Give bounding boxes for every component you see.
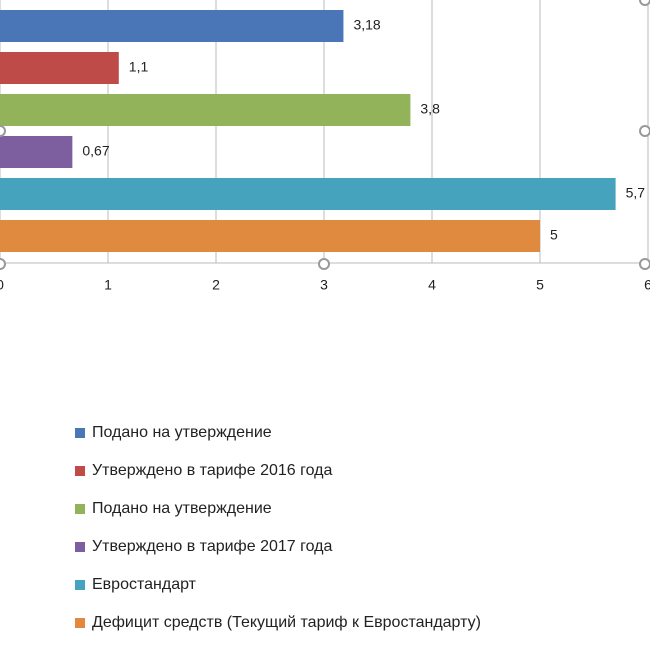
x-tick-label: 6 bbox=[644, 277, 650, 293]
data-label: 3,8 bbox=[420, 101, 440, 117]
handle bbox=[639, 0, 650, 6]
x-tick-label: 1 bbox=[104, 277, 112, 293]
bar bbox=[0, 52, 119, 84]
x-tick-label: 5 bbox=[536, 277, 544, 293]
legend-marker bbox=[75, 504, 85, 514]
bar-layer: 3,18 1,1 3,8 0,67 5,7 5 bbox=[0, 10, 645, 252]
handle bbox=[639, 258, 650, 270]
legend-label: Дефицит средств (Текущий тариф к Евроста… bbox=[92, 614, 481, 631]
x-tick-label: 3 bbox=[320, 277, 328, 293]
legend-label: Евростандарт bbox=[92, 576, 197, 593]
bar bbox=[0, 178, 616, 210]
selection-handles bbox=[0, 0, 650, 270]
handle bbox=[639, 125, 650, 137]
bar bbox=[0, 10, 344, 42]
handle bbox=[0, 258, 6, 270]
legend-label: Подано на утверждение bbox=[92, 424, 272, 441]
legend-marker bbox=[75, 428, 85, 438]
legend: Подано на утверждение Утверждено в тарифе… bbox=[75, 424, 481, 631]
legend-label: Подано на утверждение bbox=[92, 500, 272, 517]
bar bbox=[0, 94, 411, 126]
data-label: 1,1 bbox=[129, 59, 149, 75]
data-label: 0,67 bbox=[82, 143, 109, 159]
legend-marker bbox=[75, 580, 85, 590]
legend-label: Утверждено в тарифе 2016 года bbox=[92, 462, 332, 479]
handle bbox=[318, 258, 330, 270]
legend-marker bbox=[75, 618, 85, 628]
x-tick-label: 4 bbox=[428, 277, 436, 293]
data-label: 3,18 bbox=[353, 17, 380, 33]
legend-label: Утверждено в тарифе 2017 года bbox=[92, 538, 332, 555]
x-tick-label: 0 bbox=[0, 277, 4, 293]
legend-marker bbox=[75, 542, 85, 552]
legend-marker bbox=[75, 466, 85, 476]
x-tick-label: 2 bbox=[212, 277, 220, 293]
bar bbox=[0, 136, 73, 168]
handle bbox=[0, 125, 6, 137]
bar bbox=[0, 220, 540, 252]
data-label: 5 bbox=[550, 227, 558, 243]
data-label: 5,7 bbox=[626, 185, 646, 201]
